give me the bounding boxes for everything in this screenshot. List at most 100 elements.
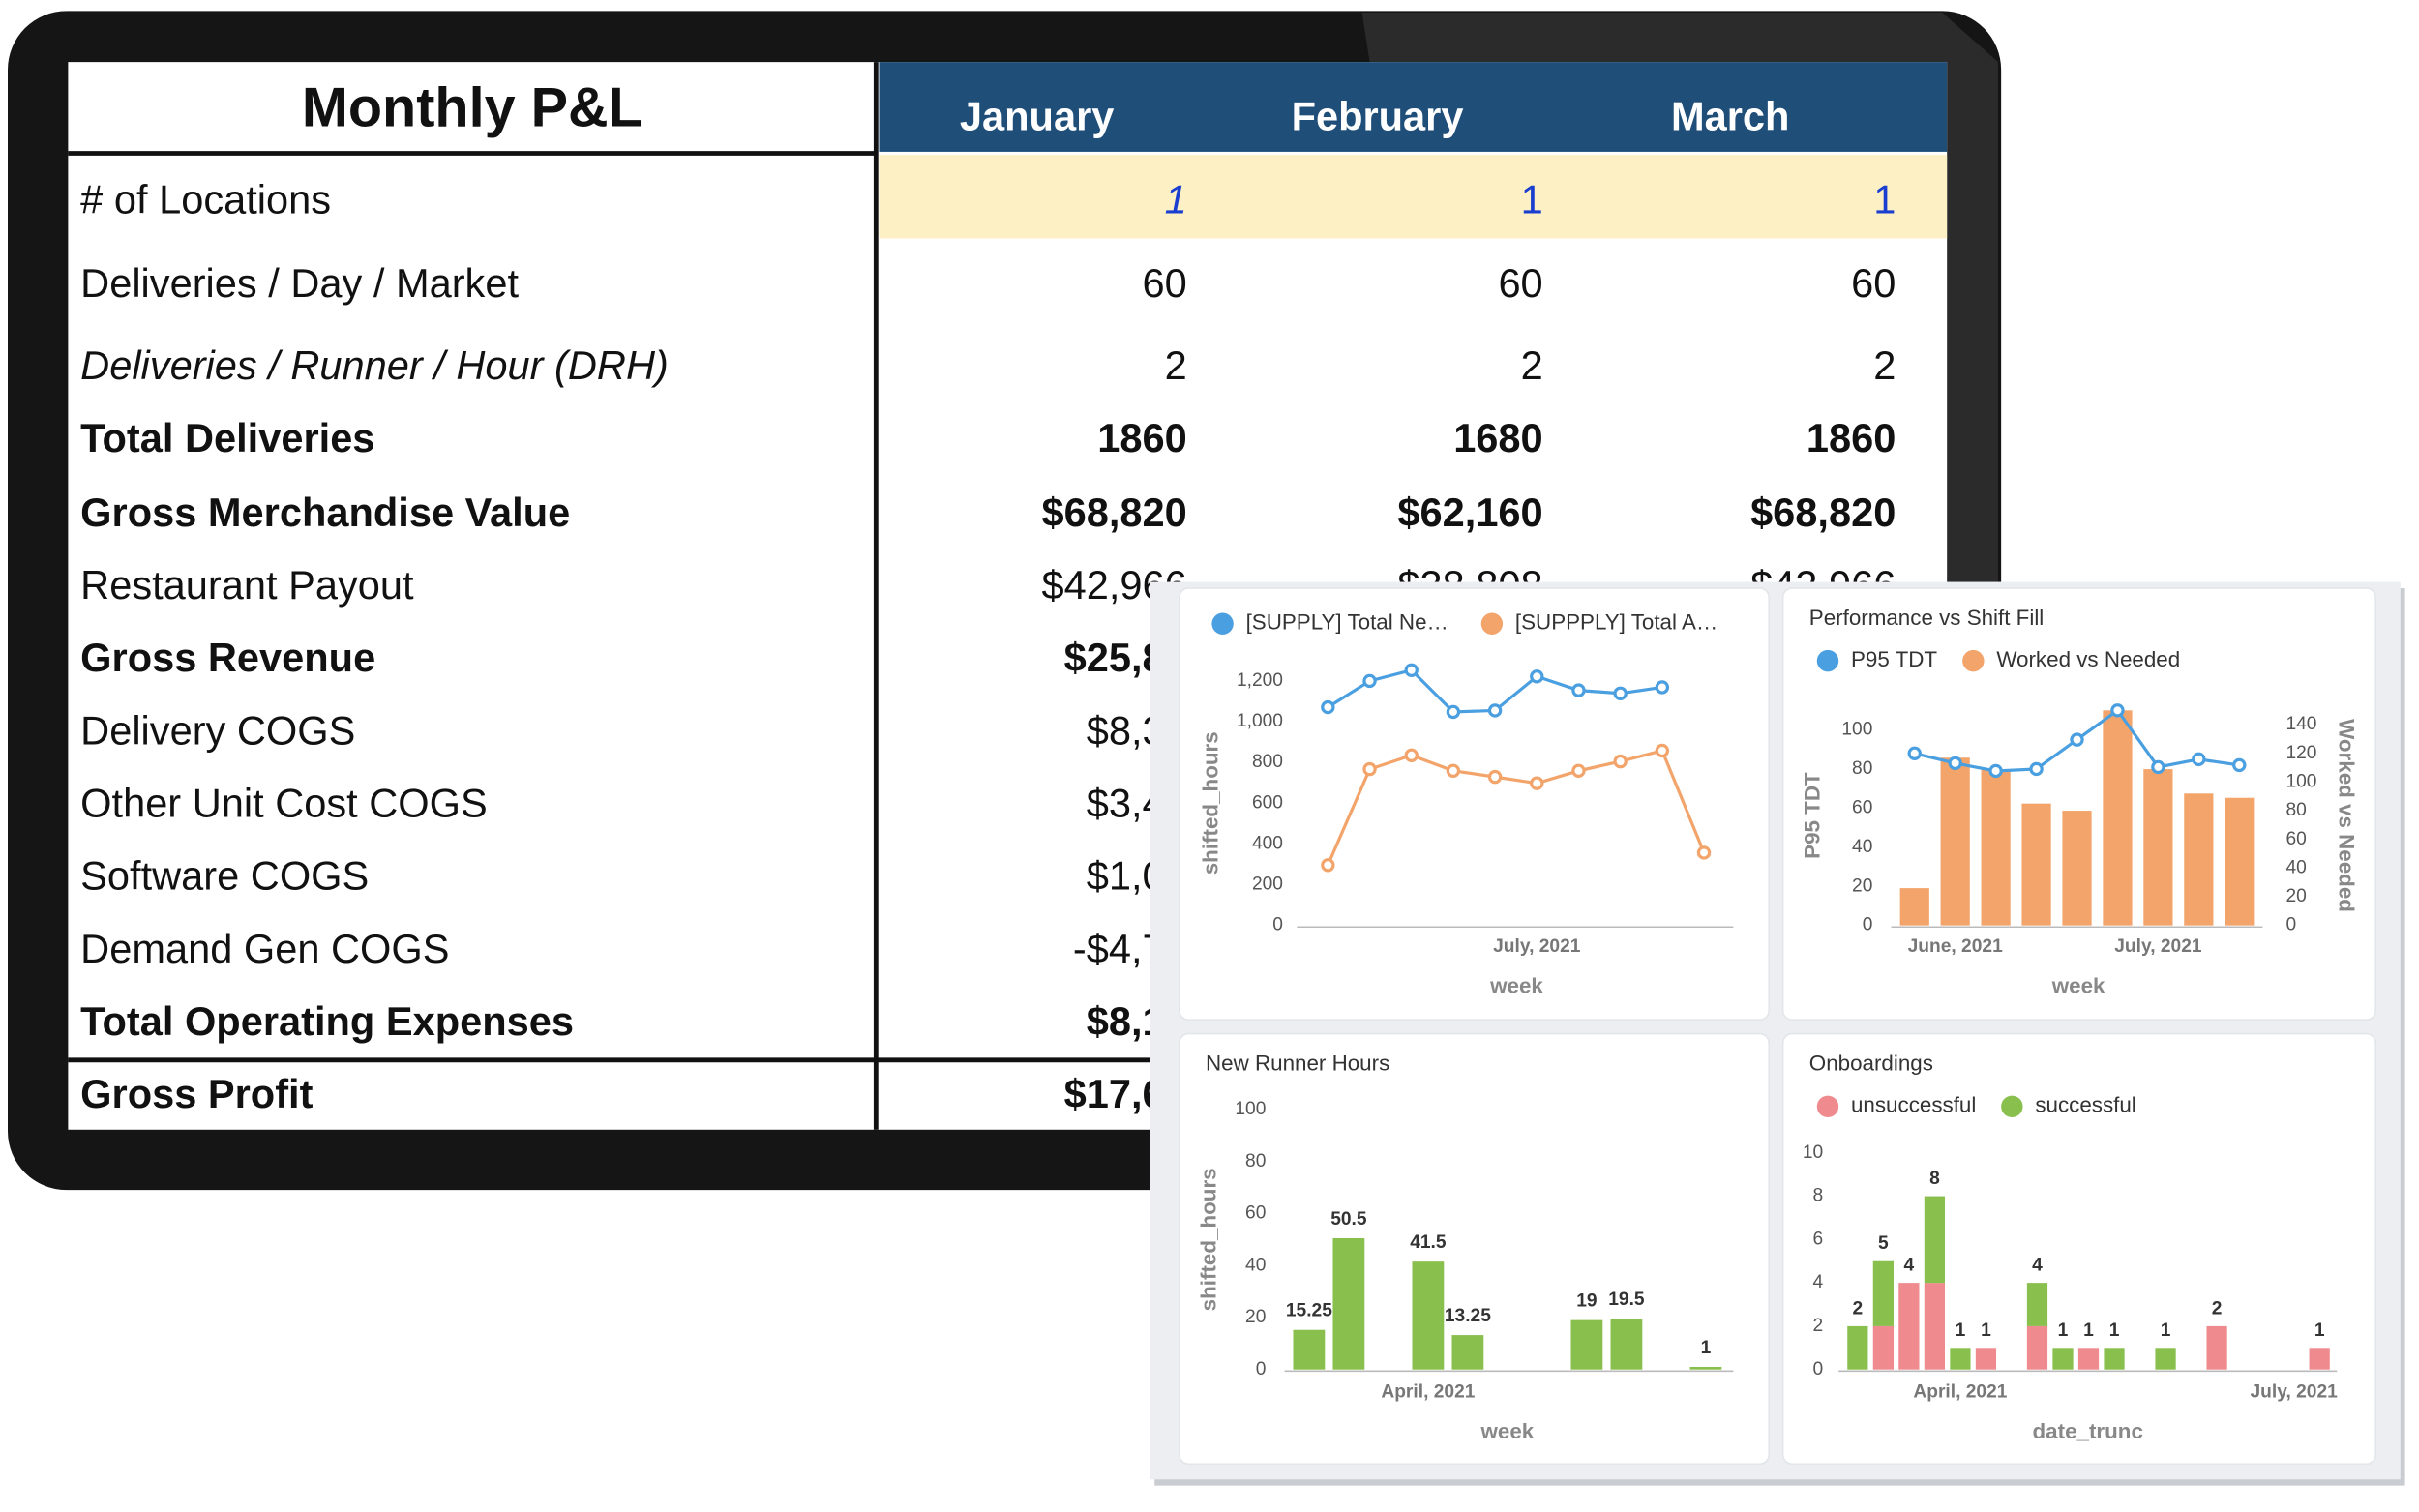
point (1907, 746, 1922, 760)
x-axis-label: week (1480, 1419, 1535, 1443)
cell-value: 2 (1521, 342, 1543, 388)
y-tick-label: 0 (1256, 1359, 1267, 1379)
pl-table: Monthly P&L January February March # of Loc… (80, 77, 1896, 1117)
point (1655, 743, 1670, 758)
legend-label: successful (2035, 1093, 2135, 1117)
legend-label: [SUPPPLY] Total A… (1515, 610, 1717, 635)
bar (1451, 1335, 1484, 1370)
legend-label: [SUPPLY] Total Ne… (1246, 610, 1448, 635)
data-label: 41.5 (1410, 1232, 1447, 1253)
point (1988, 763, 2003, 779)
x-tick-label: June, 2021 (1908, 936, 2003, 957)
total-label: 1 (2161, 1320, 2171, 1341)
legend-swatch (1816, 649, 1839, 672)
cell-value: 1860 (1807, 415, 1896, 460)
total-label: 1 (1981, 1320, 1991, 1341)
bar (1610, 1319, 1643, 1370)
x-axis-label: week (1489, 974, 1543, 998)
legend-label: P95 TDT (1851, 647, 1937, 671)
point (2029, 761, 2044, 777)
total-label: 2 (1853, 1298, 1864, 1319)
bar (1940, 757, 1970, 926)
bar (1332, 1237, 1365, 1370)
cell-value: $68,820 (1042, 489, 1187, 535)
point (1321, 699, 1335, 715)
y-tick-label: 8 (1813, 1186, 1824, 1206)
total-label: 1 (2058, 1320, 2069, 1341)
legend-swatch (1962, 649, 1985, 672)
cell-value: $62,160 (1397, 489, 1542, 535)
highlight-row (879, 155, 1948, 239)
row-label: Deliveries / Day / Market (80, 260, 519, 306)
y2-tick-label: 80 (2285, 800, 2306, 820)
cell-value: 2 (1873, 342, 1896, 388)
y-tick-label: 60 (1245, 1203, 1266, 1224)
y2-tick-label: 100 (2285, 771, 2316, 791)
bar-segment (2155, 1348, 2176, 1370)
cell-value: 60 (1143, 260, 1187, 306)
cell-value: 60 (1851, 260, 1896, 306)
data-label: 19 (1576, 1291, 1597, 1312)
bar-segment (2309, 1348, 2330, 1370)
row-label: # of Locations (80, 177, 331, 222)
y-tick-label: 0 (1813, 1359, 1824, 1379)
bar (1981, 769, 2011, 926)
point (1321, 858, 1335, 873)
y2-tick-label: 120 (2285, 743, 2316, 763)
bar (1689, 1367, 1722, 1370)
y-tick-label: 60 (1852, 797, 1872, 817)
dashboard (1150, 581, 2405, 1486)
point (1613, 754, 1628, 769)
row-label: Deliveries / Runner / Hour (DRH) (80, 342, 669, 388)
point (1362, 673, 1377, 689)
row-label: Gross Profit (80, 1071, 313, 1116)
point (1655, 680, 1670, 695)
point (2110, 703, 2125, 718)
bar-segment (2026, 1325, 2048, 1370)
x-tick-label: July, 2021 (1493, 936, 1581, 957)
bar-segment (1872, 1260, 1894, 1326)
bar (2225, 797, 2255, 926)
bar-segment (2026, 1283, 2048, 1326)
data-label: 50.5 (1330, 1209, 1367, 1230)
row-label: Demand Gen COGS (80, 926, 449, 971)
chart-title: Performance vs Shift Fill (1809, 606, 2044, 630)
row-label: Restaurant Payout (80, 562, 414, 608)
y-tick-label: 80 (1852, 758, 1872, 779)
x-tick-label: July, 2021 (2114, 936, 2202, 957)
row-label: Total Deliveries (80, 415, 374, 460)
point (1404, 748, 1419, 762)
legend-swatch (2001, 1095, 2023, 1117)
point (1696, 845, 1712, 860)
bar-segment (1950, 1348, 1971, 1370)
total-label: 1 (2109, 1320, 2120, 1341)
y-axis-label: shifted_hours (1198, 731, 1222, 875)
y-tick-label: 0 (1272, 915, 1283, 935)
cell-value: 1 (1521, 177, 1543, 222)
bar (2021, 803, 2051, 926)
cell-value: $68,820 (1750, 489, 1896, 535)
y-tick-label: 20 (1245, 1307, 1266, 1327)
cell-value: 60 (1498, 260, 1542, 306)
bar (1899, 888, 1929, 926)
y-tick-label: 2 (1813, 1316, 1824, 1336)
y2-tick-label: 140 (2285, 714, 2316, 734)
bar-segment (1924, 1196, 1946, 1284)
point (1613, 686, 1628, 700)
row-label: Delivery COGS (80, 707, 355, 753)
point (1530, 776, 1544, 790)
y-tick-label: 40 (1852, 837, 1872, 857)
x-axis-label: week (2051, 974, 2105, 998)
y-tick-label: 100 (1235, 1099, 1266, 1119)
chart-title: New Runner Hours (1206, 1052, 1389, 1076)
y2-tick-label: 40 (2285, 857, 2306, 877)
x-tick-label: April, 2021 (1381, 1382, 1475, 1403)
row-label: Other Unit Cost COGS (80, 780, 488, 825)
point (2070, 732, 2084, 747)
bar-segment (1847, 1325, 1868, 1370)
y2-tick-label: 20 (2285, 886, 2306, 906)
point (1948, 756, 1962, 771)
chart-title: Onboardings (1809, 1052, 1933, 1076)
